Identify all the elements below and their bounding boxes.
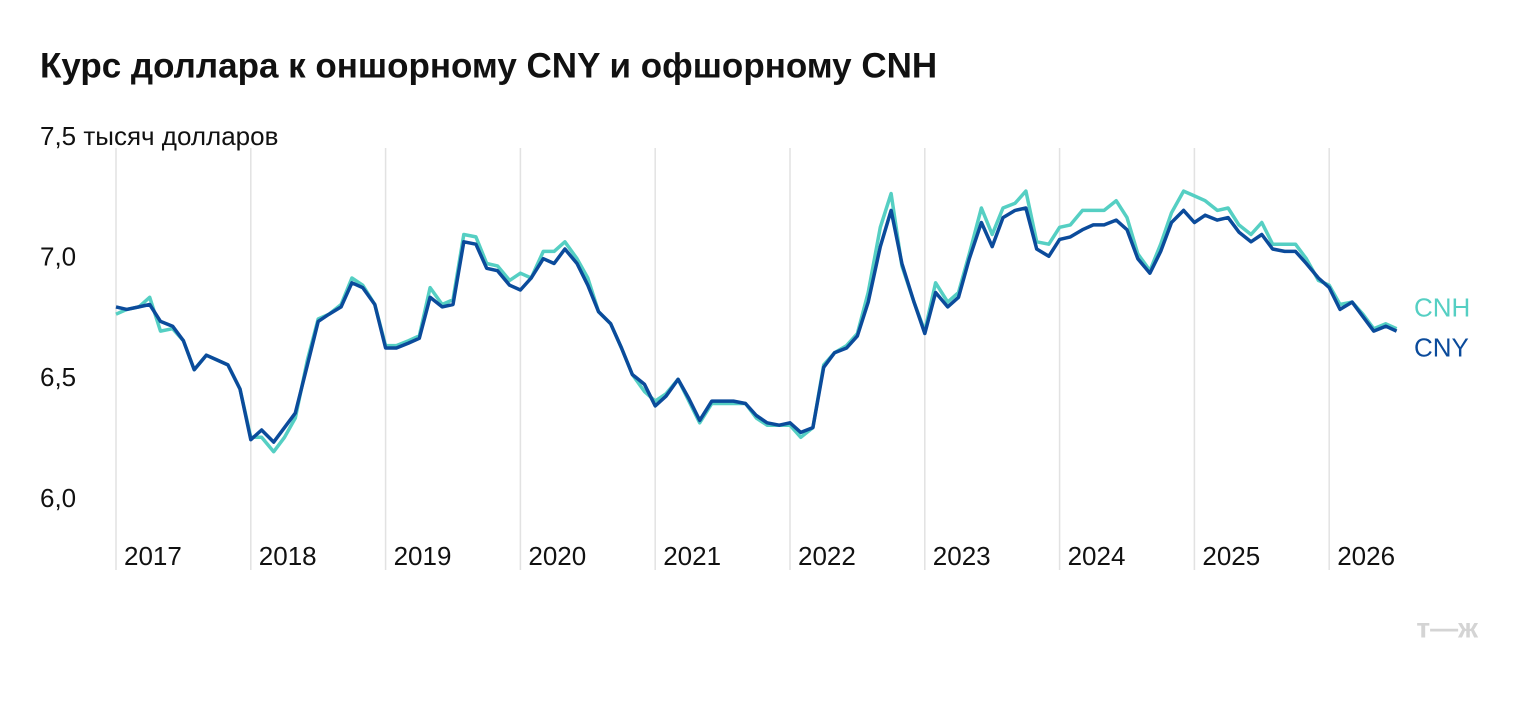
x-tick-label: 2020 bbox=[528, 541, 586, 571]
logo: т—ж bbox=[1416, 612, 1479, 643]
x-tick-label: 2017 bbox=[124, 541, 182, 571]
x-tick-label: 2023 bbox=[933, 541, 991, 571]
x-tick-label: 2021 bbox=[663, 541, 721, 571]
line-series bbox=[115, 206, 1398, 444]
legend-label: CNH bbox=[1414, 293, 1470, 323]
x-tick-label: 2024 bbox=[1068, 541, 1126, 571]
y-tick-label: 7,0 bbox=[40, 242, 76, 272]
chart-title: Курс доллара к оншорному CNY и офшорному… bbox=[40, 46, 937, 85]
line-series bbox=[115, 189, 1398, 454]
x-tick-label: 2022 bbox=[798, 541, 856, 571]
y-tick-label: 6,5 bbox=[40, 362, 76, 392]
x-tick-label: 2025 bbox=[1202, 541, 1260, 571]
y-tick-label: 6,0 bbox=[40, 483, 76, 513]
x-tick-label: 2018 bbox=[259, 541, 317, 571]
y-tick-label: 7,5 тысяч долларов bbox=[40, 121, 278, 151]
x-tick-label: 2019 bbox=[394, 541, 452, 571]
x-tick-label: 2026 bbox=[1337, 541, 1395, 571]
legend-label: CNY bbox=[1414, 333, 1469, 363]
